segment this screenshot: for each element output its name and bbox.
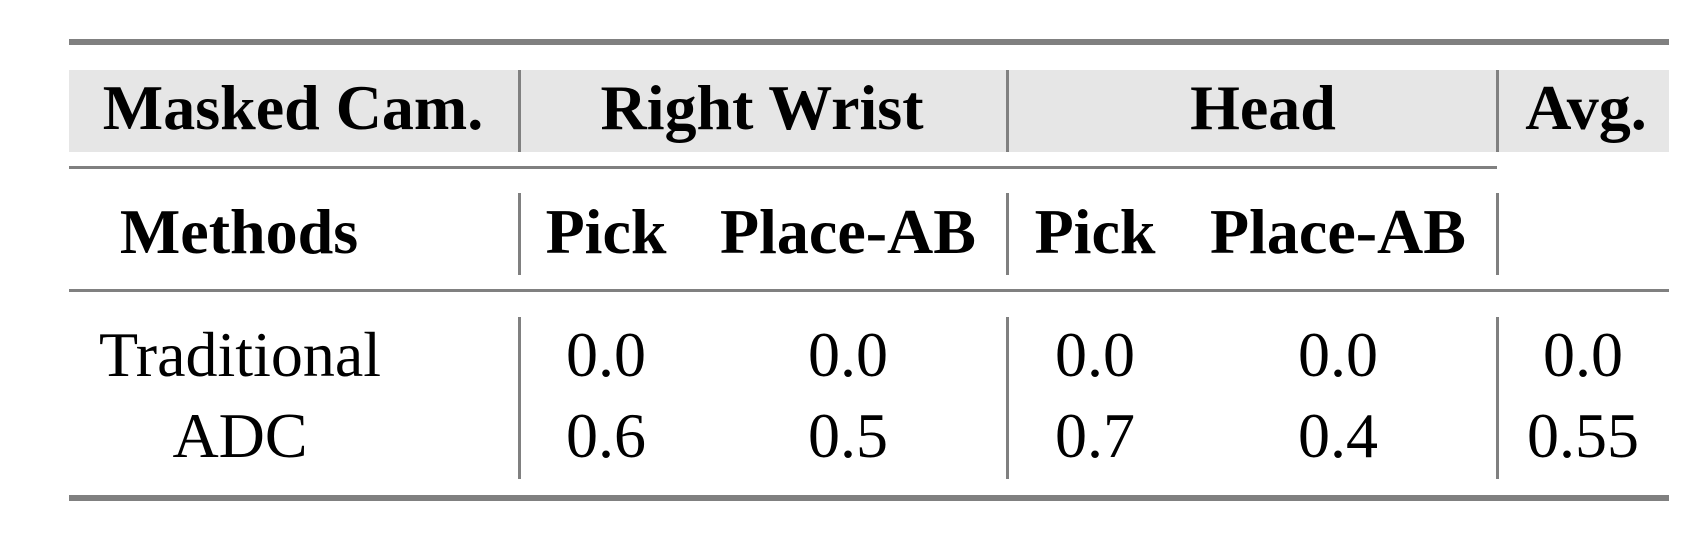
- value-cell: 0.6: [566, 400, 646, 471]
- column-divider: [518, 70, 521, 152]
- header-row-background: [69, 70, 1669, 152]
- header-rw-pick: Pick: [545, 196, 667, 267]
- bottom-rule: [69, 495, 1669, 501]
- value-cell: 0.4: [1298, 400, 1378, 471]
- header-avg: Avg.: [1525, 72, 1647, 143]
- header-masked-cam: Masked Cam.: [102, 72, 484, 143]
- value-cell: 0.0: [1055, 319, 1135, 390]
- header-h-pick: Pick: [1034, 196, 1156, 267]
- value-cell: 0.0: [566, 319, 646, 390]
- header-head: Head: [1190, 72, 1336, 143]
- value-cell: 0.55: [1527, 400, 1639, 471]
- value-cell: 0.0: [808, 319, 888, 390]
- column-divider: [1006, 193, 1009, 275]
- column-divider: [1006, 317, 1009, 479]
- column-divider: [1006, 70, 1009, 152]
- column-divider: [1496, 317, 1499, 479]
- method-name: ADC: [172, 400, 308, 471]
- value-cell: 0.0: [1298, 319, 1378, 390]
- header-bottom-rule: [69, 289, 1669, 292]
- header-rw-place: Place-AB: [720, 196, 976, 267]
- header-h-place: Place-AB: [1210, 196, 1466, 267]
- value-cell: 0.7: [1055, 400, 1135, 471]
- column-divider: [518, 317, 521, 479]
- column-divider: [1496, 193, 1499, 275]
- header-methods: Methods: [119, 196, 359, 267]
- top-rule: [69, 39, 1669, 45]
- value-cell: 0.0: [1543, 319, 1623, 390]
- method-name: Traditional: [98, 319, 382, 390]
- column-divider: [518, 193, 521, 275]
- column-divider: [1496, 70, 1499, 152]
- header-right-wrist: Right Wrist: [600, 72, 924, 143]
- value-cell: 0.5: [808, 400, 888, 471]
- header-midrule: [69, 166, 1497, 169]
